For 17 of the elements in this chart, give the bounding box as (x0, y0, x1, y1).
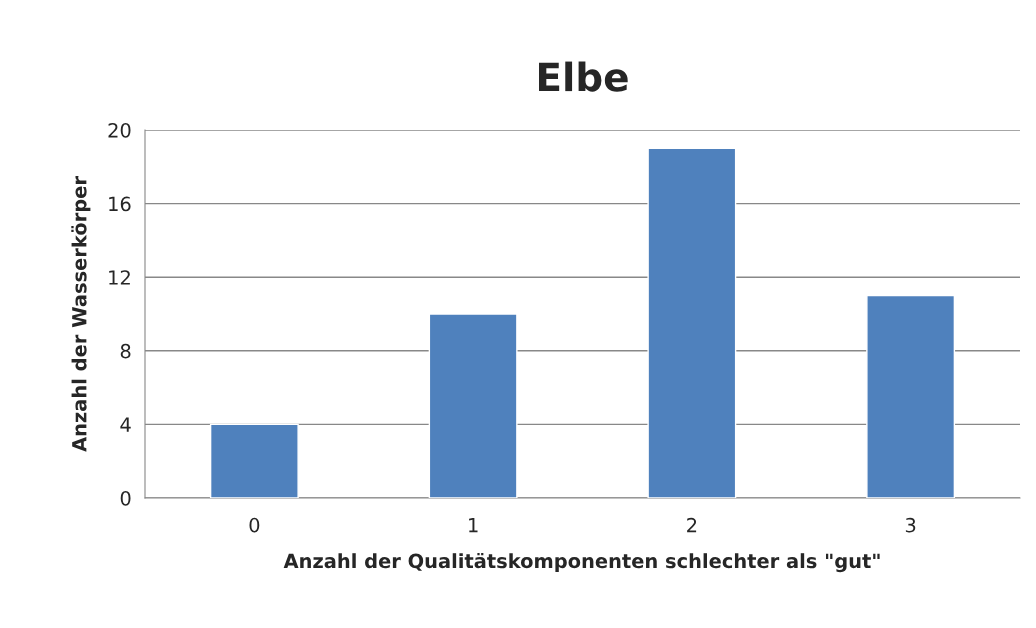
y-tick-label: 0 (120, 490, 131, 506)
x-tick-label: 0 (249, 517, 260, 533)
x-tick-label: 2 (687, 517, 697, 533)
bar (866, 294, 956, 498)
x-tick-label: 3 (905, 517, 916, 533)
x-tick-label: 1 (469, 518, 478, 533)
y-tick-label: 4 (120, 417, 131, 432)
bar (647, 147, 737, 498)
y-tick-label: 8 (120, 343, 131, 359)
bar (428, 313, 518, 498)
bar (209, 423, 299, 498)
y-tick-label: 16 (109, 196, 131, 212)
y-tick-label: 12 (109, 270, 130, 285)
y-tick-label: 20 (108, 122, 131, 138)
y-axis-title: Anzahl der Wasserkörper (71, 176, 91, 452)
x-axis-title: Anzahl der Qualitätskomponenten schlechter als "gut" (283, 552, 880, 573)
chart-title: Elbe (539, 61, 628, 92)
